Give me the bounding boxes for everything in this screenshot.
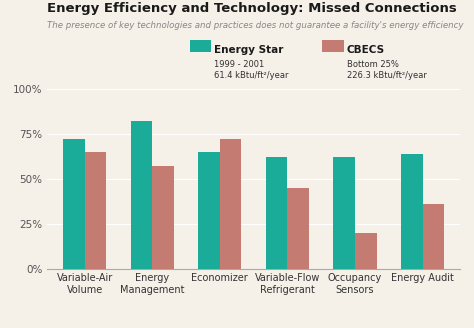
Bar — [355, 233, 377, 269]
Text: Energy Star: Energy Star — [214, 45, 283, 55]
Bar — [401, 154, 423, 269]
Bar — [287, 188, 309, 269]
Bar — [333, 157, 355, 269]
Bar — [152, 166, 174, 269]
Bar — [84, 152, 106, 269]
Bar — [198, 152, 220, 269]
Bar — [130, 121, 152, 269]
Bar — [266, 157, 287, 269]
Bar — [220, 139, 241, 269]
Text: 1999 - 2001
61.4 kBtu/ft²/year: 1999 - 2001 61.4 kBtu/ft²/year — [214, 60, 289, 80]
Text: CBECS: CBECS — [347, 45, 385, 55]
Text: Bottom 25%
226.3 kBtu/ft²/year: Bottom 25% 226.3 kBtu/ft²/year — [347, 60, 427, 80]
Text: Energy Efficiency and Technology: Missed Connections: Energy Efficiency and Technology: Missed… — [47, 2, 457, 15]
Bar — [63, 139, 84, 269]
Bar — [423, 204, 444, 269]
Text: The presence of key technologies and practices does not guarantee a facility's e: The presence of key technologies and pra… — [47, 21, 464, 30]
